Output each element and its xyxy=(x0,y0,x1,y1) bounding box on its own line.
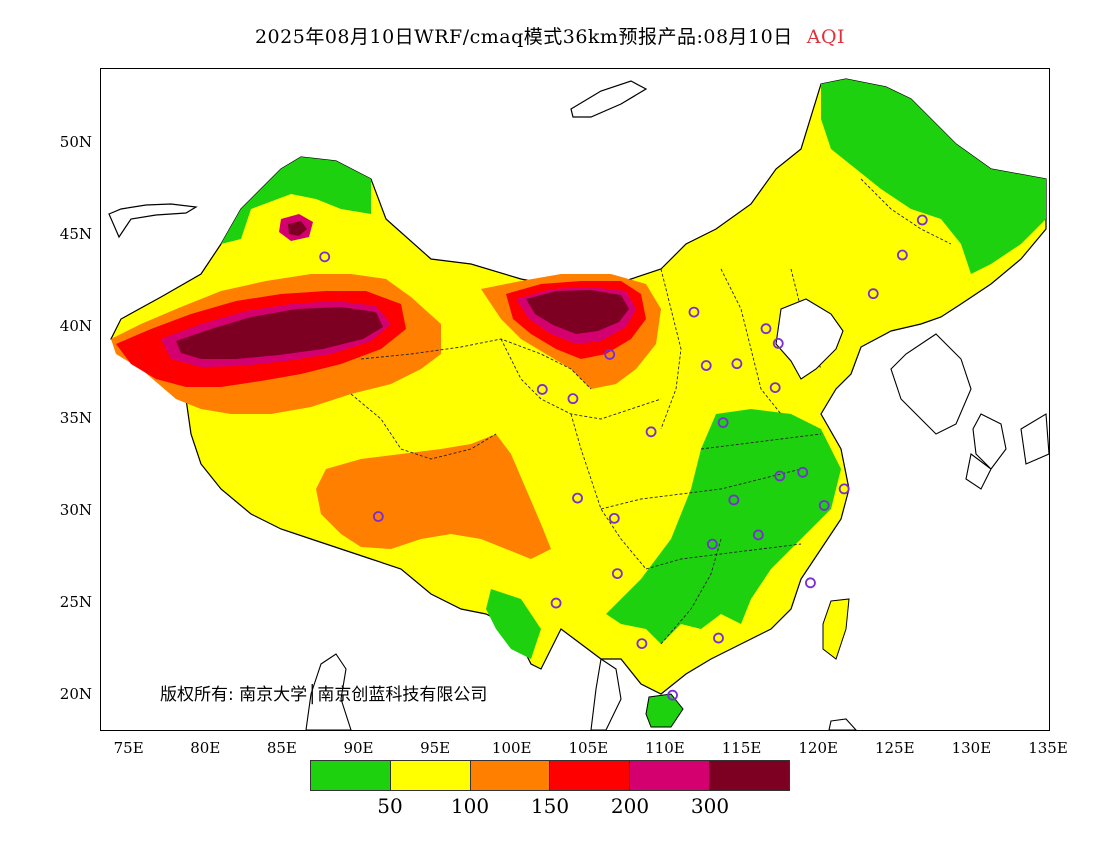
city-station-marker xyxy=(536,384,548,395)
copyright-text: 版权所有: 南京大学│南京创蓝科技有限公司 xyxy=(160,685,488,705)
city-station-marker xyxy=(772,338,784,349)
region-good-northeast xyxy=(821,79,1046,274)
legend-swatch xyxy=(390,761,471,790)
legend-tick-label: 50 xyxy=(377,794,403,818)
city-station-marker xyxy=(717,417,729,429)
title-main: 2025年08月10日WRF/cmaq模式36km预报产品:08月10日 xyxy=(254,26,793,48)
city-station-marker xyxy=(372,511,384,522)
lat-label: 40N xyxy=(59,316,92,335)
lat-label: 50N xyxy=(59,132,92,151)
legend-swatch xyxy=(311,761,391,790)
lon-label: 85E xyxy=(266,739,297,757)
city-station-marker xyxy=(867,288,879,300)
region-moderate-base xyxy=(110,78,1047,695)
legend-tick-label: 150 xyxy=(530,794,570,818)
lat-label: 30N xyxy=(59,501,92,519)
city-station-marker xyxy=(706,538,718,550)
aqi-legend xyxy=(310,760,790,791)
city-station-marker xyxy=(604,349,616,360)
region-taiwan xyxy=(822,598,850,660)
city-station-marker xyxy=(774,470,786,482)
city-station-marker xyxy=(608,512,620,524)
region-good-southeast xyxy=(606,409,841,644)
lon-label: 120E xyxy=(798,739,838,757)
lon-label: 125E xyxy=(874,739,915,757)
region-good-xinjiang-north xyxy=(221,157,371,244)
city-station-marker xyxy=(688,306,700,318)
legend-tick-label: 100 xyxy=(450,794,490,818)
region-good-hainan xyxy=(645,693,684,728)
legend-swatch xyxy=(630,761,711,790)
city-station-marker xyxy=(572,492,583,504)
legend-swatch xyxy=(470,761,551,790)
legend-tick-label: 300 xyxy=(690,794,730,818)
city-station-marker xyxy=(797,466,809,478)
region-usg-southwest xyxy=(316,434,551,559)
map-title: 2025年08月10日WRF/cmaq模式36km预报产品:08月10日 AQI xyxy=(0,22,1100,49)
city-station-marker xyxy=(567,393,579,405)
province-borders xyxy=(350,178,952,645)
city-station-marker xyxy=(667,689,678,701)
coastline-lake xyxy=(570,80,648,118)
aqi-map xyxy=(108,78,1049,730)
city-station-marker xyxy=(713,632,724,644)
lat-label: 35N xyxy=(59,408,92,427)
lon-label: 95E xyxy=(420,739,451,757)
lat-label: 25N xyxy=(59,593,92,612)
lat-label: 45N xyxy=(59,224,92,243)
city-station-marker xyxy=(805,577,816,589)
lon-label: 115E xyxy=(721,739,762,757)
lon-label: 130E xyxy=(951,739,992,757)
region-hazardous-north xyxy=(526,290,629,334)
region-hazardous-spot-core xyxy=(288,221,307,236)
city-station-marker xyxy=(731,358,743,370)
city-station-marker xyxy=(728,494,740,506)
coastline-northwest xyxy=(108,203,198,239)
lon-label: 105E xyxy=(568,739,609,757)
city-station-marker xyxy=(769,382,781,394)
title-variable: AQI xyxy=(806,26,846,48)
city-station-marker xyxy=(896,249,908,261)
city-station-marker xyxy=(838,483,850,495)
lon-label: 90E xyxy=(343,739,374,757)
region-hazardous-tarim xyxy=(176,307,383,359)
lon-label: 75E xyxy=(113,739,144,757)
region-good-south xyxy=(486,589,541,659)
legend-swatch xyxy=(710,761,789,790)
legend-swatch xyxy=(550,761,631,790)
station-markers xyxy=(319,214,928,701)
city-station-marker xyxy=(760,323,772,335)
lat-label: 20N xyxy=(59,685,92,704)
city-station-marker xyxy=(636,638,648,649)
city-station-marker xyxy=(818,500,830,511)
lon-label: 100E xyxy=(491,739,532,757)
city-station-marker xyxy=(611,568,623,580)
city-station-marker xyxy=(916,214,928,226)
lon-label: 110E xyxy=(645,739,685,757)
lon-label: 80E xyxy=(190,739,221,757)
lon-label: 135E xyxy=(1028,739,1068,757)
map-frame xyxy=(100,68,1050,731)
coastline-korea-japan xyxy=(890,333,1049,490)
bohai-sea xyxy=(775,298,844,380)
city-station-marker xyxy=(550,597,562,609)
city-station-marker xyxy=(700,360,712,371)
city-station-marker xyxy=(319,251,331,263)
city-station-marker xyxy=(645,426,657,438)
city-station-marker xyxy=(752,529,764,541)
coastline-southeast-asia xyxy=(305,653,857,730)
legend-tick-label: 200 xyxy=(610,794,650,818)
